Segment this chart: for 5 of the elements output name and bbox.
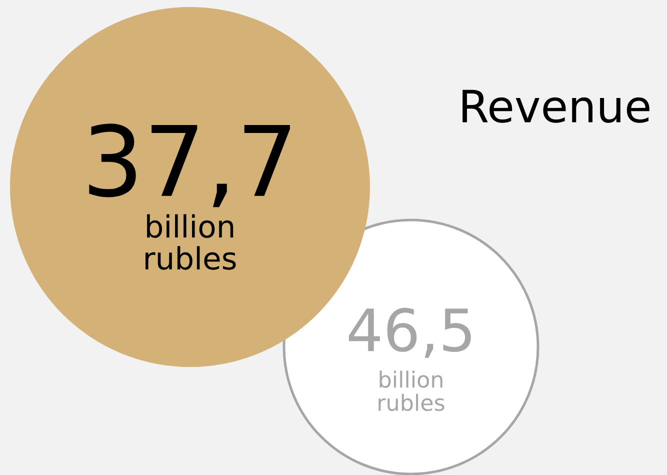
- text: billion rubles: [146, 214, 236, 270]
- data-label: 46,5: [348, 308, 471, 358]
- text: Revenue: [462, 90, 650, 123]
- data-label: 37,7: [89, 124, 290, 208]
- text: billion rubles: [378, 370, 444, 412]
